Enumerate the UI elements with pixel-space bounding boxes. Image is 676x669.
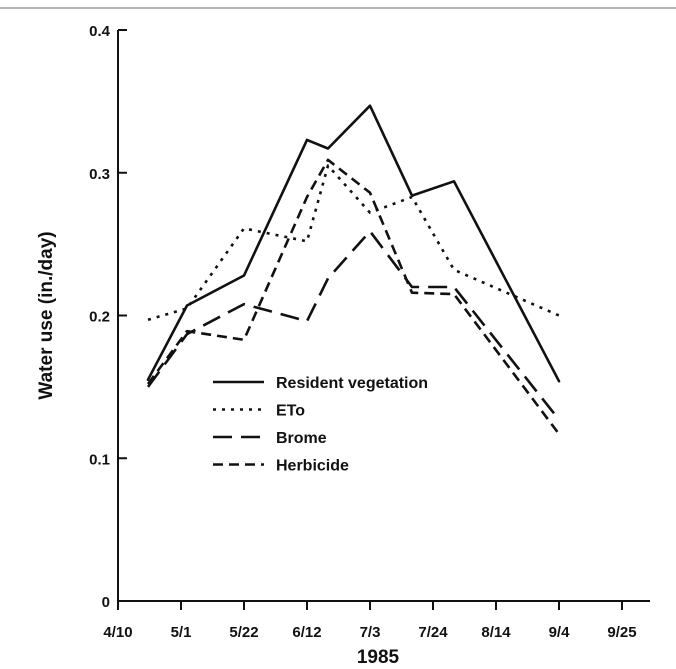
x-axis-title: 1985 bbox=[357, 647, 400, 668]
series-layer bbox=[146, 104, 561, 435]
x-tick-label: 7/3 bbox=[360, 624, 381, 641]
y-tick-label: 0.1 bbox=[89, 451, 110, 468]
legend: Resident vegetation ETo Brome Herbicide bbox=[213, 375, 428, 475]
legend-label: ETo bbox=[276, 403, 305, 420]
legend-label: Resident vegetation bbox=[276, 375, 428, 392]
y-tick-label: 0.3 bbox=[89, 166, 110, 183]
series-line-eto bbox=[147, 164, 560, 322]
x-tick-label: 4/10 bbox=[103, 624, 132, 641]
y-tick-label: 0 bbox=[102, 594, 110, 611]
x-tick-label: 7/24 bbox=[418, 624, 448, 641]
chart-axes: 0 0.1 0.2 0.3 0.4 4/10 5/1 5/22 6/12 7/3 7/24 8/14 9… bbox=[89, 23, 650, 641]
legend-label: Brome bbox=[276, 430, 327, 447]
x-tick-label: 5/1 bbox=[171, 624, 192, 641]
legend-label: Herbicide bbox=[276, 458, 349, 475]
series-line-brome bbox=[146, 230, 561, 421]
y-axis-title: Water use (in./day) bbox=[36, 231, 57, 399]
x-tick-label: 8/14 bbox=[481, 624, 511, 641]
y-tick-label: 0.4 bbox=[89, 23, 111, 40]
x-tick-label: 9/25 bbox=[607, 624, 636, 641]
series-line-resident-vegetation bbox=[146, 104, 561, 383]
y-tick-label: 0.2 bbox=[89, 309, 110, 326]
x-tick-label: 5/22 bbox=[229, 624, 258, 641]
series-line-herbicide bbox=[146, 158, 561, 435]
x-tick-label: 9/4 bbox=[549, 624, 571, 641]
x-tick-label: 6/12 bbox=[292, 624, 321, 641]
